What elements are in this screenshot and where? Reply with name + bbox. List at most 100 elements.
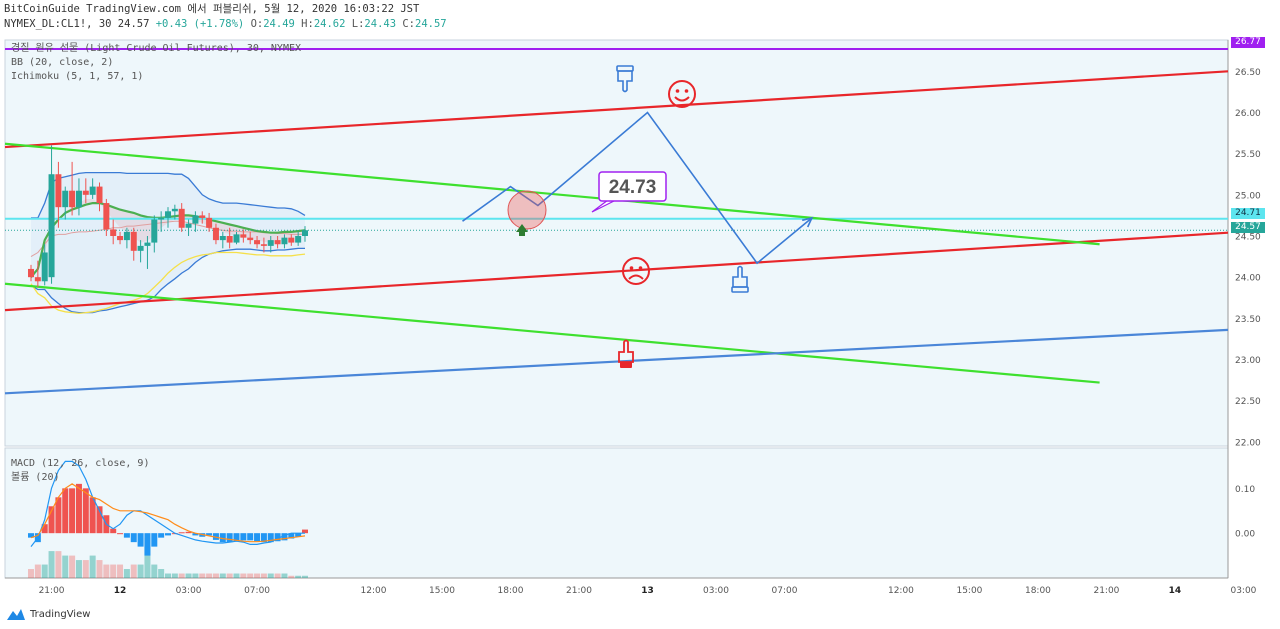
ohlc-line: NYMEX_DL:CL1!, 30 24.57 +0.43 (+1.78%) O… [4,17,447,32]
candle-body [281,237,288,245]
macd-indicator [28,460,308,578]
candle-body [89,186,96,195]
volume-bar [199,573,206,578]
volume-bar [96,560,103,578]
volume-bar [302,575,308,578]
candle-body [130,231,137,251]
macd-histogram-bar [117,533,124,535]
candle-body [274,240,281,245]
macd-histogram-bar [254,533,261,542]
macd-histogram-bar [123,533,130,538]
macd-histogram-bar [158,533,165,538]
macd-line [30,460,305,547]
tradingview-logo[interactable]: TradingView [6,609,90,620]
macd-histogram-bar [82,488,89,534]
time-axis-label: 14 [1169,586,1182,596]
candlesticks [28,145,308,288]
publish-line: BitCoinGuide TradingView.com 에서 퍼블리쉬, 5월… [4,3,420,15]
volume-bar [226,573,233,578]
candle-body [82,190,89,195]
price-axis-label: 25.00 [1235,191,1261,201]
tradingview-logo-text: TradingView [30,609,91,620]
highlight-circle [507,190,547,230]
candle-body [165,211,171,218]
time-axis-label: 12:00 [888,586,914,596]
time-axis-label: 15:00 [956,586,982,596]
instrument-legend[interactable]: 경질 원유 선물 (Light Crude Oil Futures), 30, … [11,43,301,54]
volume-bar [158,569,165,578]
volume-bar [260,573,267,578]
open-label: O: [250,18,264,30]
candle-body [34,277,41,282]
volume-bar [55,551,62,578]
candle-body [260,244,267,246]
time-axis-label: 03:00 [1230,586,1256,596]
price-axis-label: 23.00 [1235,356,1261,366]
ichimoku-legend[interactable]: Ichimoku (5, 1, 57, 1) [11,71,144,82]
low-value: 24.43 [364,18,397,30]
macd-histogram-bar [206,533,213,536]
macd-histogram-bar [96,506,103,534]
high-value: 24.62 [313,18,346,30]
axes: 26.50 26.00 25.50 25.00 24.50 24.00 23.50 23.00… [39,68,1261,596]
time-axis-label: 21:00 [1093,586,1119,596]
macd-histogram-bar [192,533,199,536]
close-label: C: [402,18,416,30]
price-axis-label: 22.50 [1235,397,1261,407]
macd-histogram-bar [151,533,158,547]
candle-body [240,234,247,238]
tradingview-logo-icon [7,609,25,620]
volume-bar [178,573,185,578]
candle-body [62,190,69,208]
pointing-hand-down-icon [616,65,634,93]
volume-bar [48,551,55,578]
candle-body [137,245,144,251]
macd-histogram-bar [233,533,240,542]
candle-body [199,215,206,218]
volume-bar [82,560,89,578]
price-axis-label: 25.50 [1235,150,1261,160]
volume-bar [295,575,302,578]
main-pane[interactable] [4,39,1229,447]
candle-body [69,190,76,208]
symbol-name: NYMEX_DL:CL1!, 30 [4,18,112,30]
volume-legend[interactable]: 볼륨 (20) [11,472,60,483]
macd-histogram-bar [130,533,137,543]
price-axis-label: 26.00 [1235,109,1261,119]
volume-bar [34,564,41,578]
macd-histogram-bar [144,533,151,556]
macd-histogram-bar [267,533,274,543]
candle-body [96,186,103,204]
macd-histogram-bar [288,533,295,539]
candle-body [288,237,295,243]
volume-bar [192,573,199,578]
volume-bar [28,569,34,578]
candle-body [302,230,308,236]
volume-bar [206,573,213,578]
volume-bar [240,573,247,578]
up-arrow-icon [516,224,528,236]
candle-body [254,240,261,245]
macd-pane[interactable] [4,447,1229,579]
volume-bar [254,573,261,578]
candle-body [247,237,254,241]
forecast-path [462,111,814,265]
bb-legend[interactable]: BB (20, close, 2) [11,57,114,68]
macd-histogram-bar [185,531,192,534]
top-price-tag: 26.77 [1231,37,1265,48]
price-axis-label: 22.00 [1235,438,1261,448]
candle-body [28,268,34,278]
volume-bar [233,573,240,578]
last-price: 24.57 [117,18,150,30]
time-axis-label: 21:00 [566,586,592,596]
volume-bar [144,537,151,578]
volume-bar [288,575,295,578]
open-value: 24.49 [263,18,295,30]
macd-histogram-bar [165,533,171,536]
candle-body [185,223,192,228]
volume-bar [247,573,254,578]
volume-bar [267,573,274,578]
candle-body [267,240,274,246]
macd-legend[interactable]: MACD (12, 26, close, 9) [11,458,150,469]
volume-bar [110,564,117,578]
